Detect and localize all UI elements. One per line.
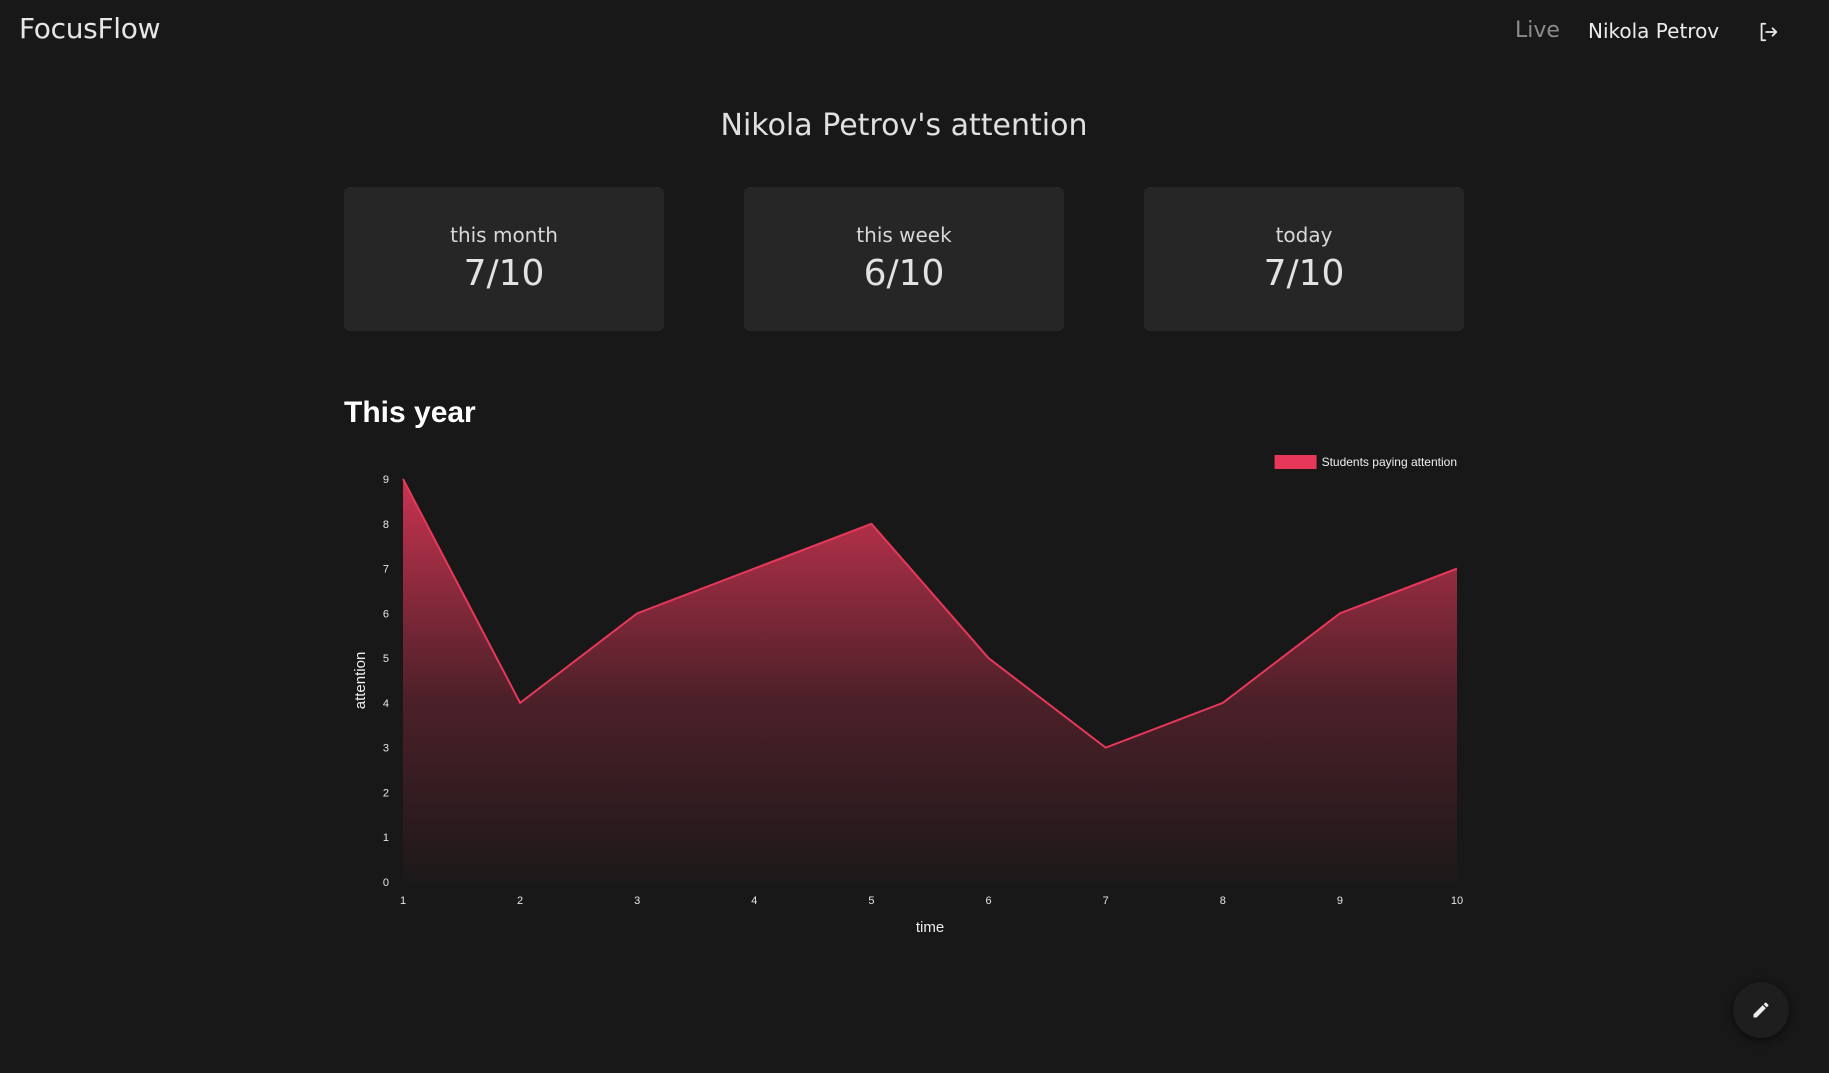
x-tick-label: 4 — [751, 895, 757, 907]
logout-icon — [1760, 22, 1778, 42]
legend-swatch — [1274, 455, 1317, 469]
y-tick-label: 7 — [383, 564, 389, 576]
series-line — [402, 478, 1458, 749]
x-axis-label: time — [916, 919, 944, 936]
page-title: Nikola Petrov's attention — [720, 108, 1088, 143]
section-title: This year — [344, 396, 476, 429]
x-tick-label: 3 — [634, 895, 640, 907]
stat-label: this week — [856, 223, 952, 247]
logout-button[interactable] — [1754, 18, 1782, 46]
x-tick-label: 2 — [517, 895, 523, 907]
x-tick-label: 8 — [1220, 895, 1226, 907]
x-tick-label: 10 — [1451, 895, 1463, 907]
nav-live-link[interactable]: Live — [1515, 18, 1560, 43]
nav-user-name[interactable]: Nikola Petrov — [1588, 19, 1720, 43]
stat-label: this month — [450, 223, 558, 247]
navbar: FocusFlow Live Nikola Petrov — [0, 0, 1829, 62]
y-tick-label: 5 — [383, 653, 389, 665]
legend-label: Students paying attention — [1322, 455, 1457, 469]
stat-card-week: this week 6/10 — [744, 187, 1064, 331]
y-tick-label: 2 — [383, 787, 389, 799]
edit-button[interactable] — [1733, 982, 1789, 1038]
stat-value: 7/10 — [463, 253, 545, 294]
brand-logo[interactable]: FocusFlow — [19, 12, 161, 45]
y-tick-label: 3 — [383, 743, 389, 755]
x-tick-label: 1 — [400, 895, 406, 907]
pencil-icon — [1753, 1002, 1769, 1018]
y-tick-label: 0 — [383, 877, 389, 889]
y-tick-label: 1 — [383, 832, 389, 844]
attention-chart: 0 1 2 3 4 5 6 7 8 9 1 2 3 4 5 6 7 8 9 10 time attention Studen… — [344, 445, 1464, 945]
stat-card-month: this month 7/10 — [344, 187, 664, 331]
stat-value: 6/10 — [863, 253, 945, 294]
x-tick-label: 7 — [1103, 895, 1109, 907]
stat-card-today: today 7/10 — [1144, 187, 1464, 331]
stat-value: 7/10 — [1263, 253, 1345, 294]
x-tick-label: 5 — [868, 895, 874, 907]
y-axis-label: attention — [352, 652, 369, 710]
series-area — [403, 479, 1457, 882]
y-tick-label: 4 — [383, 698, 389, 710]
stat-label: today — [1275, 223, 1333, 247]
x-tick-label: 9 — [1337, 895, 1343, 907]
y-tick-label: 6 — [383, 608, 389, 620]
x-tick-label: 6 — [985, 895, 991, 907]
y-tick-label: 8 — [383, 519, 389, 531]
y-tick-label: 9 — [383, 474, 389, 486]
